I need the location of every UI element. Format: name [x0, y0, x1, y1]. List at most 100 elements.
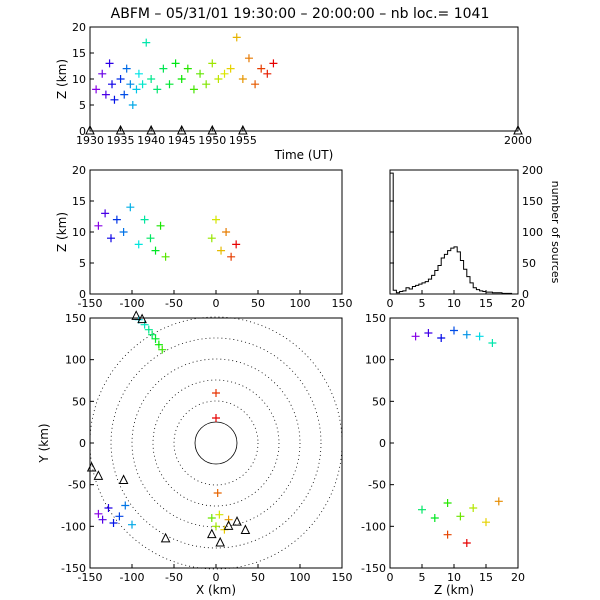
plan-view-point-0-16: [215, 510, 224, 519]
time-height-point-0-8: [122, 64, 131, 73]
range-ring-2: [152, 379, 280, 507]
plan-view-point-0-18: [224, 515, 233, 524]
height-y-point-0-13: [494, 497, 503, 506]
x-height-xtick-2: -50: [165, 297, 183, 310]
height-histogram-ytick-2: 100: [522, 226, 543, 239]
time-height-xlabel: Time (UT): [274, 148, 334, 162]
figure-title: ABFM – 05/31/01 19:30:00 – 20:00:00 – nb…: [111, 6, 490, 22]
plan-view-xtick-5: 100: [290, 571, 311, 584]
height-histogram-ytick-3: 150: [522, 195, 543, 208]
x-height-point-0-12: [207, 234, 216, 243]
x-height-ytick-3: 15: [72, 195, 86, 208]
height-histogram-ytick-1: 50: [522, 257, 536, 270]
x-height-point-0-13: [212, 215, 220, 224]
x-height-point-0-15: [222, 228, 231, 236]
x-height-point-0-1: [101, 209, 110, 218]
height-histogram-xtick-0: 0: [387, 297, 394, 310]
height-y-xtick-1: 5: [419, 571, 426, 584]
height-y-point-0-5: [475, 332, 484, 341]
plan-view-xtick-4: 50: [251, 571, 265, 584]
plan-view-point-0-21: [212, 414, 220, 422]
height-y-point-0-12: [482, 518, 490, 527]
x-height-point-0-8: [146, 234, 155, 243]
time-height-point-0-0: [92, 85, 101, 94]
time-height-xtick-5: 1955: [229, 134, 257, 147]
plan-view-point-0-10: [148, 330, 157, 339]
plan-view-point-0-20: [212, 389, 220, 397]
plan-view-xtick-3: 0: [213, 571, 220, 584]
plan-view-ytick-3: 0: [79, 437, 86, 450]
x-height-ytick-0: 0: [79, 288, 86, 301]
plan-ylabel: Y (km): [37, 423, 51, 463]
plan-view-point-0-6: [128, 520, 136, 529]
x-height-xtick-1: -100: [120, 297, 145, 310]
plan-view-triangle-1-5: [160, 532, 171, 543]
plan-view-triangle-1-3: [131, 310, 142, 320]
time-height-point-0-14: [142, 38, 151, 47]
plan-view-point-0-12: [154, 340, 163, 349]
time-height-point-0-12: [134, 69, 143, 78]
time-height-xtick-4: 1950: [198, 134, 226, 147]
plan-view-point-0-9: [144, 325, 153, 334]
time-height-point-0-9: [126, 80, 135, 89]
height-y-point-0-4: [462, 330, 471, 339]
time-height-point-0-29: [232, 33, 241, 42]
height-histogram-ytick-0: 0: [522, 288, 529, 301]
plan-view-ytick-6: 150: [65, 312, 86, 325]
plan-view-point-0-11: [151, 334, 160, 343]
plan-view-point-0-13: [158, 345, 167, 354]
time-height-point-0-33: [257, 64, 266, 73]
time-height-point-0-15: [147, 75, 156, 83]
plan-view-point-0-2: [104, 504, 113, 512]
plan-view-point-0-5: [121, 501, 130, 510]
time-height-triangle-1-6: [513, 124, 523, 135]
height-y-ytick-6: 150: [365, 312, 386, 325]
height-y-point-0-2: [437, 334, 446, 342]
time-height-ytick-3: 15: [72, 47, 86, 60]
time-height-point-0-13: [138, 80, 147, 89]
plan-view-triangle-1-7: [215, 536, 226, 547]
height-y-ytick-0: -150: [361, 562, 386, 575]
height-y-point-0-10: [456, 512, 465, 521]
range-rings: [89, 316, 343, 570]
time-height-point-0-11: [132, 85, 141, 94]
height-y-point-0-14: [443, 530, 452, 539]
x-height-xtick-4: 50: [251, 297, 265, 310]
plan-view-ytick-2: -50: [68, 479, 86, 492]
plan-view-triangle-1-8: [223, 520, 234, 530]
x-height-point-0-14: [217, 246, 226, 255]
x-height-point-0-3: [112, 215, 121, 224]
time-height-point-0-4: [108, 80, 117, 89]
time-height-point-0-26: [214, 75, 223, 83]
height-y-ytick-4: 50: [372, 395, 386, 408]
time-height-xtick-3: 1945: [168, 134, 196, 147]
height-histogram-xtick-3: 15: [479, 297, 493, 310]
height-y-xtick-2: 10: [447, 571, 461, 584]
time-height-point-0-24: [202, 80, 211, 89]
time-height-point-0-20: [177, 75, 186, 83]
height-y-point-0-9: [443, 499, 452, 507]
time-height-ytick-4: 20: [72, 21, 86, 34]
x-height-point-0-10: [156, 221, 165, 230]
range-ring-3: [131, 358, 301, 528]
x-height-ytick-2: 10: [72, 226, 86, 239]
plan-view-xtick-1: -100: [120, 571, 145, 584]
time-height-ytick-0: 0: [79, 125, 86, 138]
height-y-ytick-1: -100: [361, 520, 386, 533]
time-height-xtick-0: 1930: [76, 134, 104, 147]
plan-view-triangle-1-9: [232, 516, 242, 526]
height-histogram-xtick-2: 10: [447, 297, 461, 310]
x-height-point-0-2: [107, 234, 115, 243]
time-height-triangle-1-4: [207, 124, 218, 135]
height-histogram-xtick-4: 20: [511, 297, 525, 310]
plan-view-ytick-4: 50: [72, 395, 86, 408]
time-height-point-0-17: [159, 64, 168, 73]
x-height-point-0-11: [161, 252, 170, 261]
x-height-point-0-17: [232, 240, 241, 249]
plan-view-ytick-0: -150: [61, 562, 86, 575]
range-ring-4: [110, 337, 322, 549]
plan-view-ytick-1: -100: [61, 520, 86, 533]
time-height-point-0-5: [110, 95, 119, 104]
time-height-point-0-19: [171, 59, 180, 68]
